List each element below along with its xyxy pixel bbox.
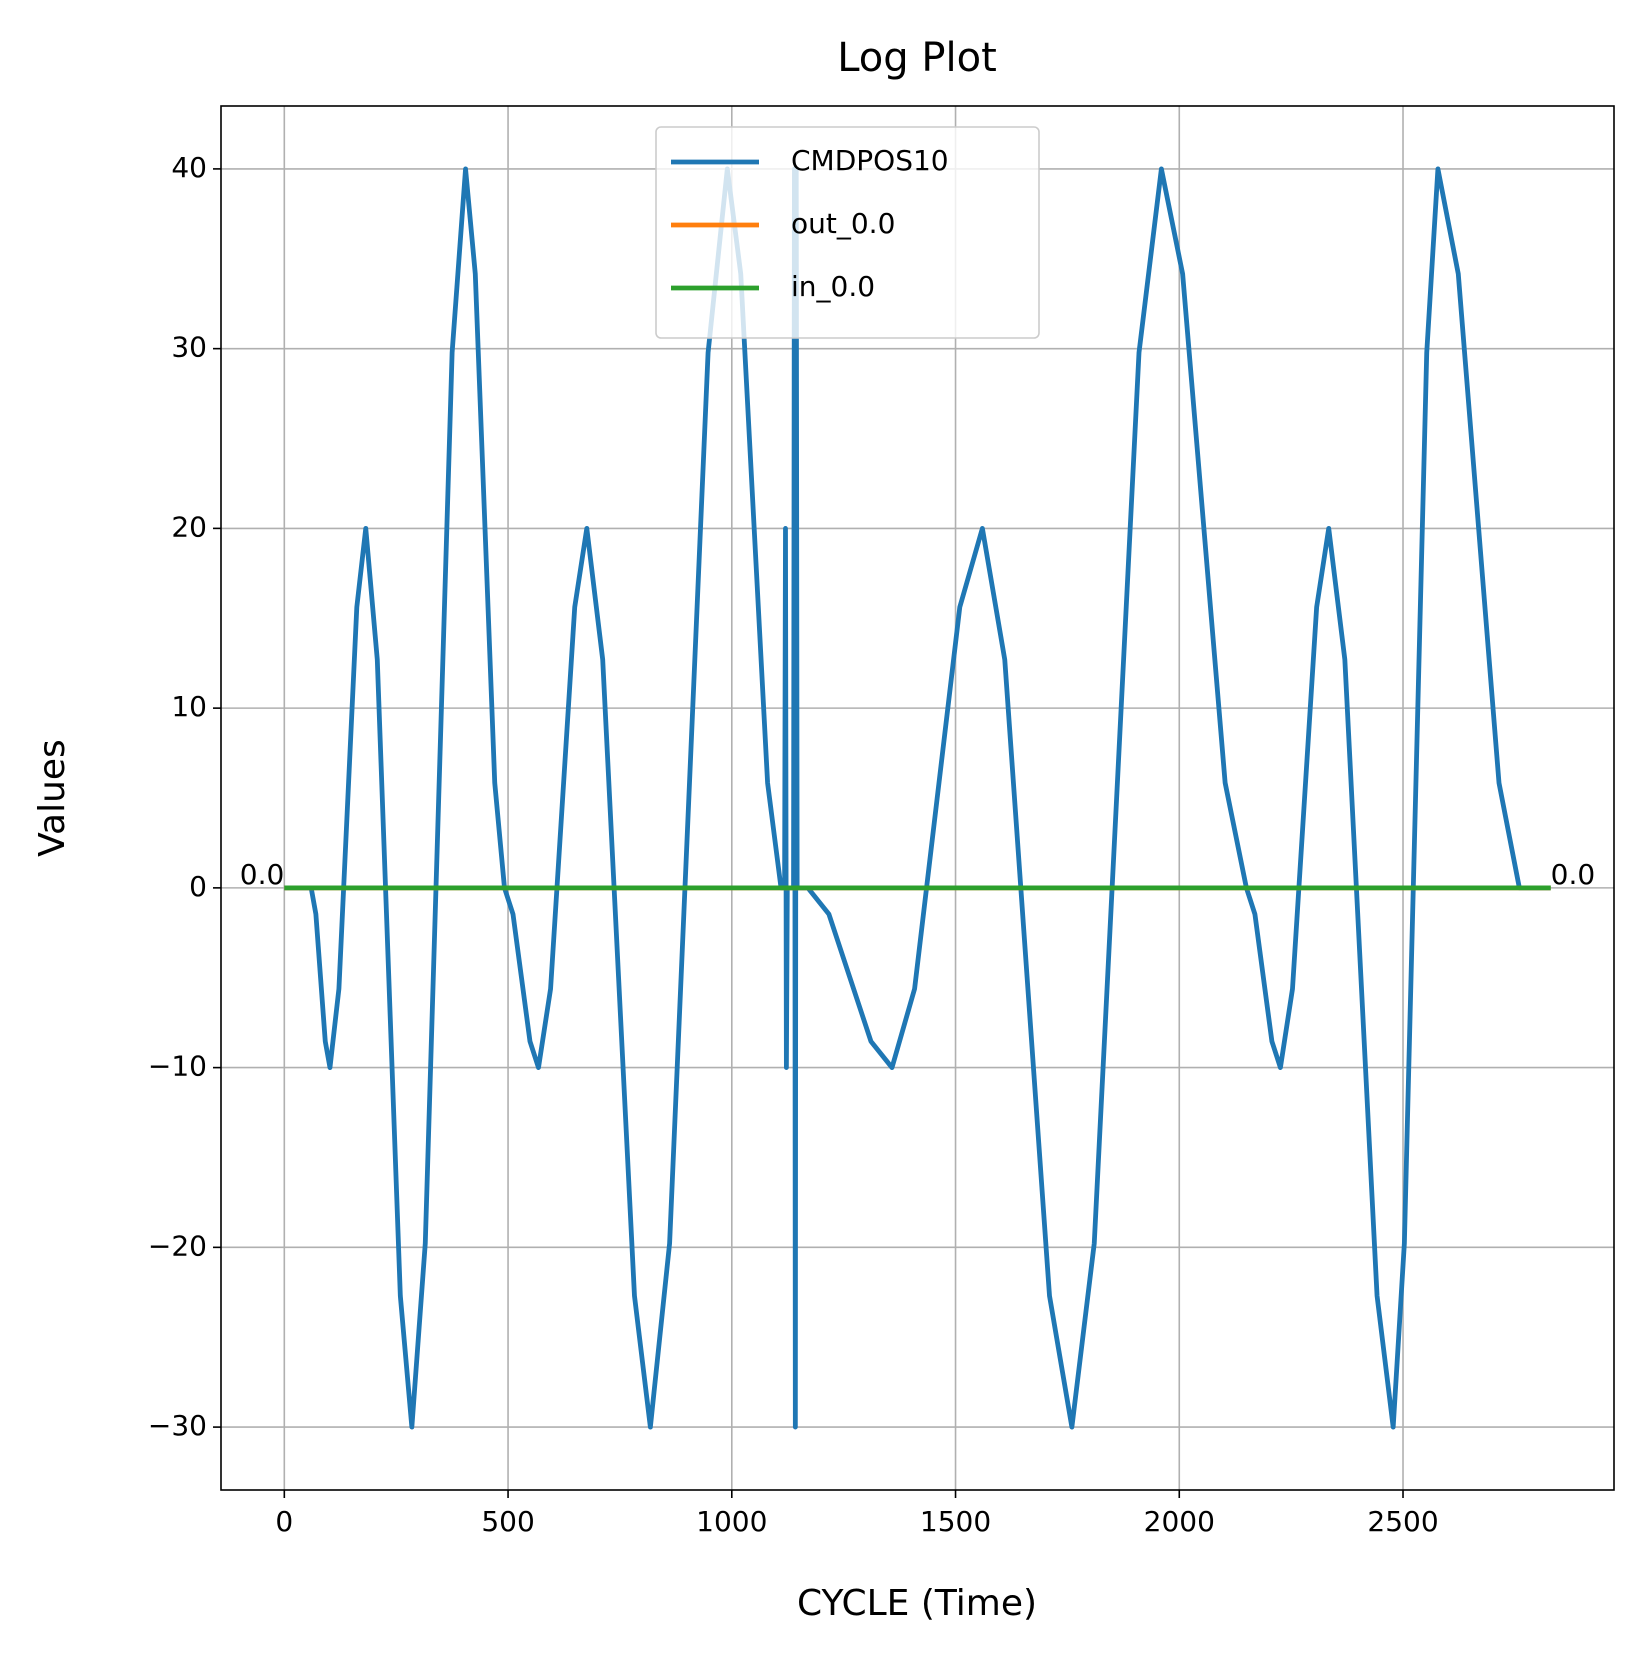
x-axis-label: CYCLE (Time) bbox=[797, 1583, 1037, 1624]
x-tick-label: 1000 bbox=[696, 1505, 767, 1538]
y-tick-label: −30 bbox=[148, 1409, 207, 1442]
y-tick-label: 0 bbox=[189, 870, 207, 903]
annotation: 0.0 bbox=[1551, 858, 1596, 891]
y-tick-label: −10 bbox=[148, 1050, 207, 1083]
chart-title: Log Plot bbox=[837, 35, 997, 81]
y-tick-label: 20 bbox=[171, 510, 207, 543]
legend-label: CMDPOS10 bbox=[791, 144, 949, 177]
axes-frame bbox=[220, 105, 1615, 1491]
x-tick-label: 0 bbox=[275, 1505, 293, 1538]
annotation: 0.0 bbox=[240, 858, 285, 891]
y-tick-label: −20 bbox=[148, 1229, 207, 1262]
y-axis-label: Values bbox=[32, 739, 73, 857]
x-tick-label: 2500 bbox=[1367, 1505, 1438, 1538]
legend-label: out_0.0 bbox=[791, 207, 895, 240]
legend-label: in_0.0 bbox=[791, 270, 875, 303]
x-tick-label: 2000 bbox=[1144, 1505, 1215, 1538]
legend-box bbox=[655, 126, 1040, 339]
x-tick-label: 500 bbox=[481, 1505, 534, 1538]
y-tick-label: 30 bbox=[171, 331, 207, 364]
x-tick-label: 1500 bbox=[920, 1505, 991, 1538]
legend: CMDPOS10 out_0.0 in_0.0 bbox=[655, 126, 1040, 339]
y-tick-label: 40 bbox=[171, 151, 207, 184]
plot-area: 0.0 0.0 bbox=[240, 166, 1596, 1430]
y-tick-label: 10 bbox=[171, 690, 207, 723]
